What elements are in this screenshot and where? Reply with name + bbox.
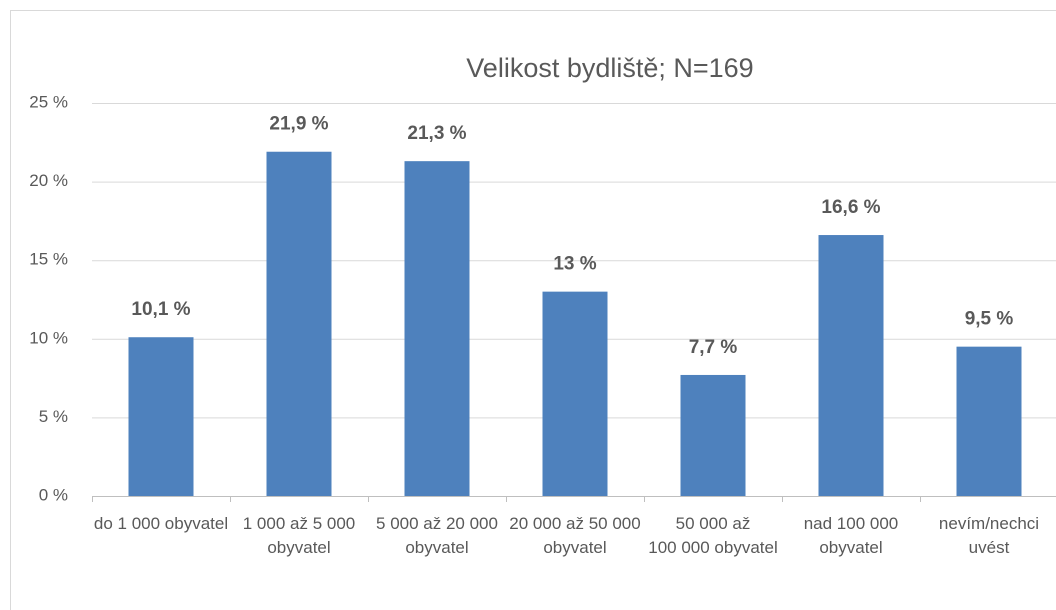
bar xyxy=(404,161,470,496)
bar xyxy=(956,346,1022,496)
y-tick-label: 25 % xyxy=(29,92,68,111)
bar xyxy=(266,151,332,496)
x-tick-label: 50 000 až 100 000 obyvatel xyxy=(648,514,778,557)
bar xyxy=(542,291,608,496)
x-tick-label: 1 000 až 5 000 obyvatel xyxy=(242,514,356,557)
value-label: 21,3 % xyxy=(407,123,466,144)
y-tick-label: 0 % xyxy=(39,485,68,504)
value-label: 13 % xyxy=(553,254,596,275)
y-tick-label: 15 % xyxy=(29,250,68,269)
bar xyxy=(128,337,194,496)
x-tick-label: 5 000 až 20 000 obyvatel xyxy=(376,514,498,557)
x-tick-label: nad 100 000 obyvatel xyxy=(803,514,899,557)
bar xyxy=(818,235,884,496)
value-label: 7,7 % xyxy=(689,337,738,358)
value-label: 16,6 % xyxy=(821,197,880,218)
value-label: 10,1 % xyxy=(131,299,190,320)
y-tick-label: 5 % xyxy=(39,407,68,426)
chart-title: Velikost bydliště; N=169 xyxy=(466,53,753,83)
chart-border xyxy=(10,10,1056,610)
y-tick-label: 20 % xyxy=(29,171,68,190)
value-label: 21,9 % xyxy=(269,114,328,135)
bar xyxy=(680,374,746,496)
value-label: 9,5 % xyxy=(965,309,1014,330)
x-tick-label: nevím/nechci uvést xyxy=(938,514,1040,557)
y-tick-label: 10 % xyxy=(29,328,68,347)
x-tick-label: 20 000 až 50 000 obyvatel xyxy=(509,514,641,557)
x-tick-label: do 1 000 obyvatel xyxy=(93,514,229,533)
